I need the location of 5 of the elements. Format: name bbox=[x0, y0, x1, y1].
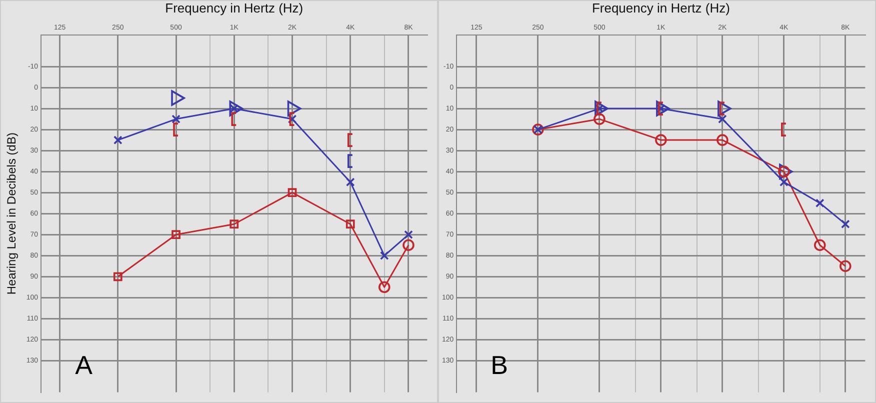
x-axis-title: Frequency in Hertz (Hz) bbox=[592, 0, 730, 16]
annotation: B bbox=[490, 350, 508, 380]
x-axis-title: Frequency in Hertz (Hz) bbox=[165, 0, 304, 16]
annotation: A bbox=[75, 350, 94, 380]
y-axis-title: Hearing Level in Decibels (dB) bbox=[4, 132, 19, 295]
